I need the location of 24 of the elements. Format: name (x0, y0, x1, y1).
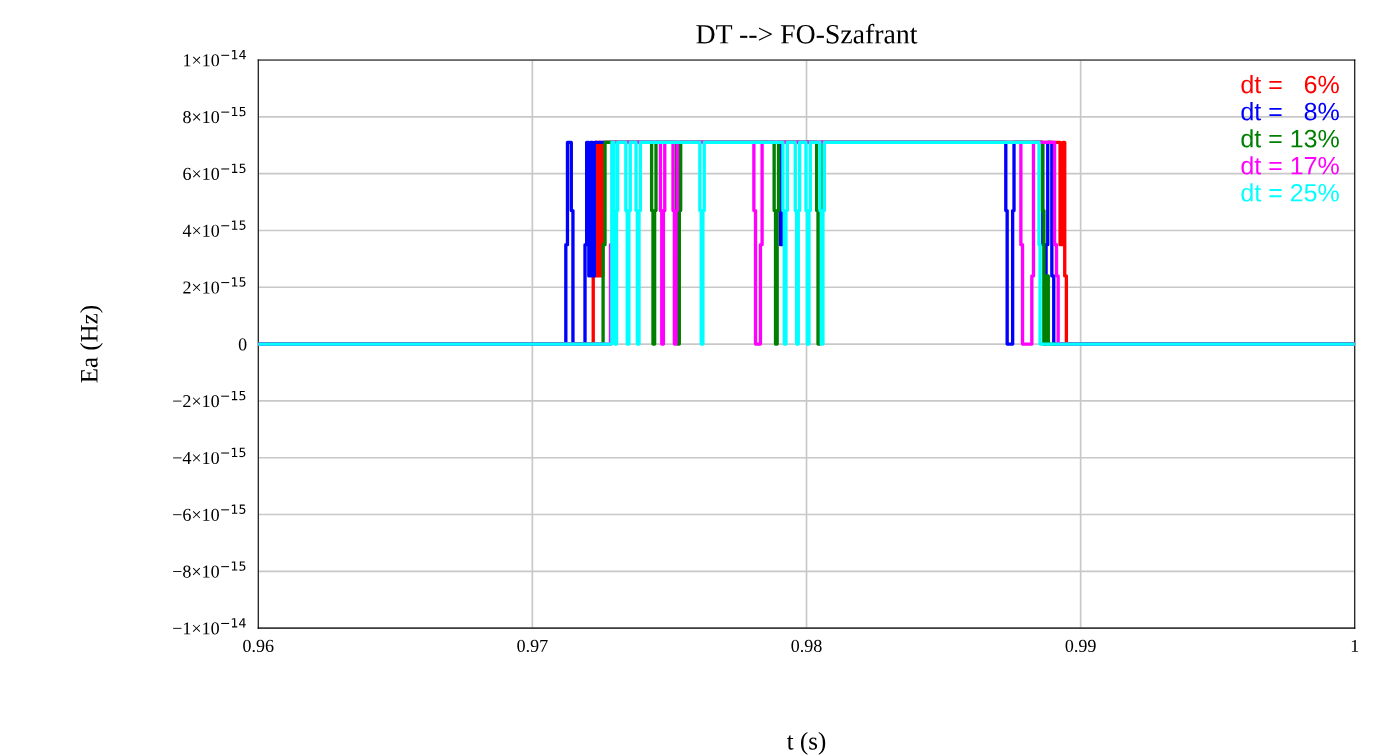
x-axis-title: t (s) (786, 732, 826, 755)
text: dt = 6% (1241, 75, 1339, 94)
y-tick-label: −1×10$^{−14}$ (173, 618, 246, 635)
y-tick-label: −6×10$^{−15}$ (173, 504, 246, 521)
x-tick-label: 1 (1351, 639, 1359, 652)
y-tick-label: 4×10$^{−15}$ (182, 220, 246, 237)
text: dt = 17% (1241, 156, 1339, 175)
y-tick-label: −8×10$^{−15}$ (173, 561, 246, 578)
y-tick-label: 6×10$^{−15}$ (183, 163, 246, 180)
text: dt = 25% (1241, 183, 1339, 202)
y-tick-label: 1×10$^{−14}$ (184, 50, 246, 67)
y-tick-label: −4×10$^{−15}$ (173, 447, 246, 465)
y-tick-label: 8×10$^{−15}$ (183, 106, 246, 124)
text: dt = 13% (1241, 129, 1339, 148)
y-tick-label: 0 (238, 338, 247, 351)
x-tick-label: 0.99 (1065, 639, 1096, 653)
chart-title: DT --> FO-Szafrant (696, 23, 918, 44)
y-axis-title: Ea (Hz) (80, 305, 103, 383)
x-tick-label: 0.97 (517, 639, 548, 653)
x-tick-label: 0.96 (243, 639, 274, 653)
y-tick-label: −2×10$^{−15}$ (173, 390, 246, 408)
y-tick-label: 2×10$^{−15}$ (183, 277, 246, 294)
x-tick-label: 0.98 (791, 639, 822, 653)
text: dt = 8% (1241, 102, 1339, 121)
